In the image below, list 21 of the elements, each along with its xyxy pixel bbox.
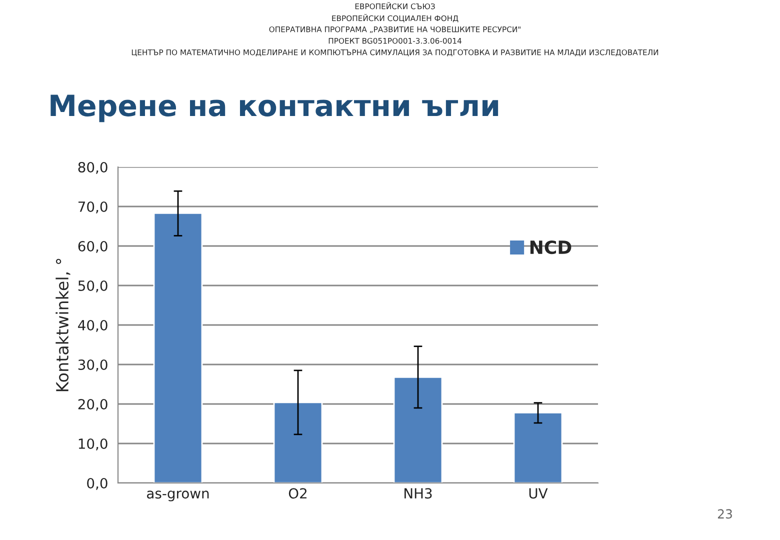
x-tick-label: UV bbox=[529, 488, 548, 499]
y-axis-title: Kontaktwinkel, ° bbox=[56, 258, 70, 392]
x-tick-label: NH3 bbox=[404, 488, 432, 499]
chart-title: Мерене на контактни ъгли bbox=[50, 94, 498, 122]
y-tick-label: 30,0 bbox=[78, 359, 108, 372]
y-tick-label: 60,0 bbox=[78, 240, 108, 253]
y-tick-label: 70,0 bbox=[78, 201, 108, 214]
y-tick-label: 20,0 bbox=[78, 398, 108, 411]
y-tick-label: 0,0 bbox=[87, 478, 108, 490]
bar bbox=[153, 212, 203, 483]
x-tick-label: O2 bbox=[288, 488, 306, 499]
x-tick-label: as-grown bbox=[147, 490, 209, 502]
text: 23 bbox=[718, 509, 732, 519]
y-tick-label: 50,0 bbox=[78, 280, 108, 292]
y-tick-label: 80,0 bbox=[78, 162, 108, 174]
bar bbox=[393, 376, 443, 483]
legend-label: NCD bbox=[530, 240, 572, 254]
y-tick-label: 40,0 bbox=[78, 320, 108, 332]
y-tick-label: 10,0 bbox=[78, 438, 108, 450]
bar bbox=[273, 402, 323, 483]
bar bbox=[513, 412, 563, 483]
